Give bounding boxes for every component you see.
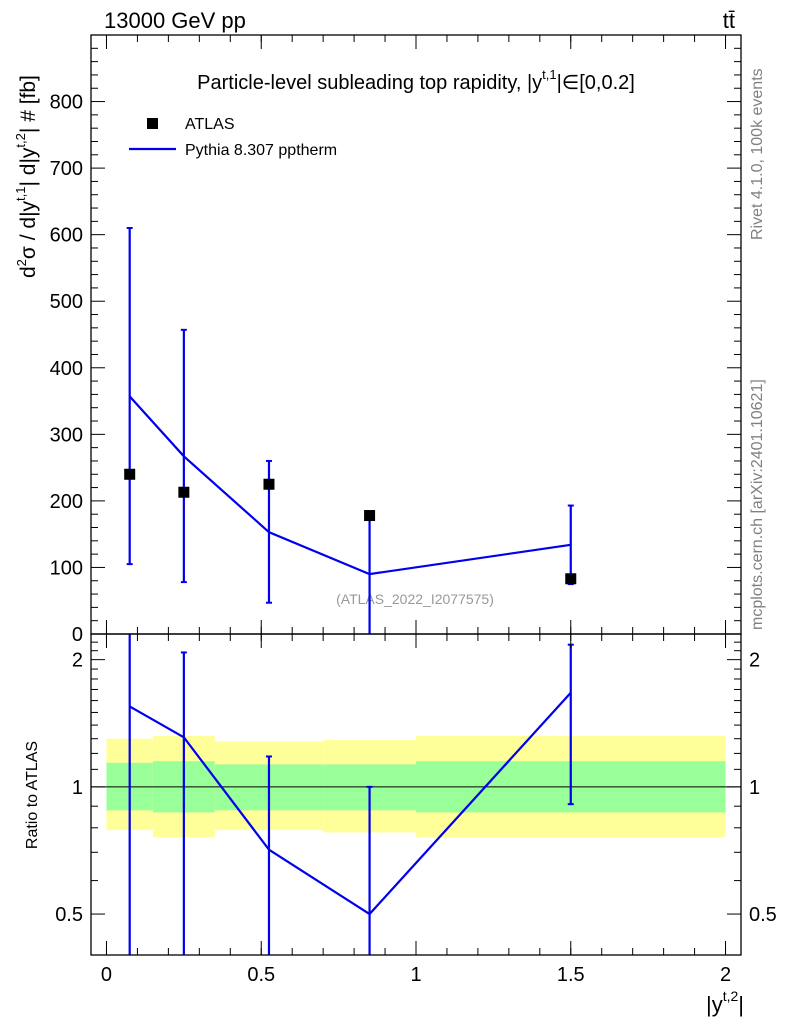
atlas-data-point xyxy=(565,573,577,585)
energy-label: 13000 GeV pp xyxy=(104,8,246,33)
ratio-y-tick-label-right: 2 xyxy=(749,650,760,672)
x-tick-label: 0.5 xyxy=(247,964,275,986)
ratio-y-tick-label: 1 xyxy=(72,777,83,799)
process-label: tt̄ xyxy=(723,8,735,33)
main-panel: 0 100 200 300 400 500 600 700 800 (ATLAS_2022_I2… xyxy=(13,34,742,646)
analysis-watermark: (ATLAS_2022_I2077575) xyxy=(336,591,494,607)
x-tick-label: 0 xyxy=(101,964,112,986)
main-y-tick-label: 500 xyxy=(50,291,83,313)
ratio-y-tick-label: 2 xyxy=(72,650,83,672)
ratio-y-tick-label-right: 1 xyxy=(749,777,760,799)
ratio-y-ticks: 0.5 0.5 1 1 2 2 xyxy=(55,641,777,926)
main-y-tick-label: 700 xyxy=(50,158,83,180)
ratio-x-ticks: 0 0.5 1 1.5 2 xyxy=(101,634,731,986)
ratio-error-bars xyxy=(128,634,574,955)
ratio-y-axis-label: Ratio to ATLAS xyxy=(24,741,41,849)
mc-error-bars xyxy=(126,227,574,634)
ratio-y-tick-label: 0.5 xyxy=(55,904,83,926)
chart-title: Particle-level subleading top rapidity, … xyxy=(197,67,635,94)
ratio-series-line xyxy=(129,691,572,916)
x-tick-label: 2 xyxy=(720,964,731,986)
main-y-tick-label: 200 xyxy=(50,491,83,513)
ratio-y-tick-label-right: 0.5 xyxy=(749,904,777,926)
x-tick-label: 1.5 xyxy=(557,964,585,986)
legend-atlas-label: ATLAS xyxy=(185,116,235,133)
legend-mc-label: Pythia 8.307 pptherm xyxy=(185,142,337,159)
main-y-tick-label: 300 xyxy=(50,424,83,446)
atlas-data-point xyxy=(263,478,275,490)
main-y-tick-label: 0 xyxy=(72,624,83,646)
mcplots-label: mcplots.cern.ch [arXiv:2401.10621] xyxy=(749,379,766,630)
legend-atlas-marker xyxy=(147,118,158,129)
data-markers xyxy=(124,468,577,585)
main-y-axis-label: d2σ / d|yt,1| d|yt,2| # [fb] xyxy=(13,75,40,278)
x-tick-label: 1 xyxy=(410,964,421,986)
mc-series-line xyxy=(128,395,571,576)
ratio-panel: 0.5 0.5 1 1 2 2 0 0.5 1 1.5 2 Ratio to ATLAS |yt,… xyxy=(24,633,777,1017)
atlas-data-point xyxy=(364,510,376,522)
rivet-label: Rivet 4.1.0, 100k events xyxy=(749,68,766,240)
main-y-tick-label: 400 xyxy=(50,358,83,380)
main-y-tick-label: 800 xyxy=(50,92,83,114)
main-y-tick-label: 100 xyxy=(50,557,83,579)
x-axis-label: |yt,2| xyxy=(706,988,744,1017)
atlas-data-point xyxy=(124,468,136,480)
main-y-ticks: 0 100 200 300 400 500 600 700 800 xyxy=(50,35,741,646)
atlas-data-point xyxy=(178,486,190,498)
main-y-tick-label: 600 xyxy=(50,225,83,247)
